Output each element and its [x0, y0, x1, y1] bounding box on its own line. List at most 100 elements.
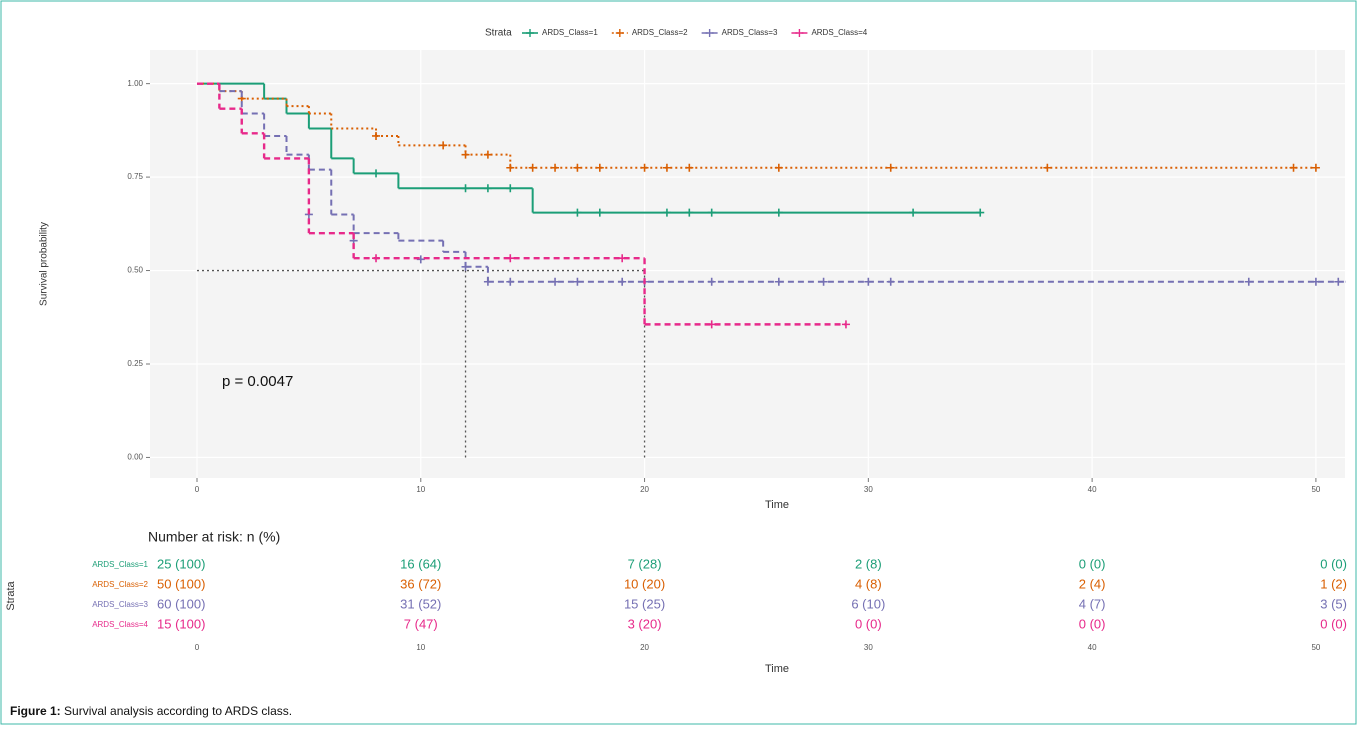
censor-mark [886, 277, 895, 286]
censor-mark [707, 208, 716, 217]
risk-cell: 15 (100) [157, 616, 205, 631]
censor-mark [483, 277, 492, 286]
censor-mark [551, 163, 560, 172]
censor-mark [573, 163, 582, 172]
risk-table-y-label: Strata [5, 580, 17, 610]
censor-mark [618, 277, 627, 286]
risk-cell: 60 (100) [157, 596, 205, 611]
risk-time-label: 10 [416, 643, 425, 652]
censor-mark [506, 277, 515, 286]
risk-time-label: 30 [864, 643, 873, 652]
risk-cell: 2 (4) [1079, 576, 1106, 591]
risk-cell: 0 (0) [1079, 556, 1106, 571]
x-tick-label: 0 [195, 485, 200, 494]
risk-cell: 50 (100) [157, 576, 205, 591]
x-tick-label: 20 [640, 485, 649, 494]
censor-mark [819, 277, 828, 286]
y-tick-label: 0.50 [127, 266, 143, 275]
risk-cell: 36 (72) [400, 576, 441, 591]
p-value: p = 0.0047 [222, 373, 293, 390]
legend-symbol [795, 29, 804, 37]
x-tick-label: 40 [1088, 485, 1097, 494]
censor-mark [909, 208, 918, 217]
censor-mark [551, 277, 560, 286]
risk-cell: 0 (0) [1320, 556, 1347, 571]
risk-time-label: 20 [640, 643, 649, 652]
censor-mark [461, 150, 470, 159]
risk-cell: 3 (20) [628, 616, 662, 631]
censor-mark [483, 150, 492, 159]
legend-label: ARDS_Class=2 [632, 28, 688, 37]
risk-cell: 16 (64) [400, 556, 441, 571]
censor-mark [841, 320, 850, 329]
censor-mark [774, 277, 783, 286]
censor-mark [461, 184, 470, 193]
censor-mark [573, 277, 582, 286]
censor-mark [1043, 163, 1052, 172]
censor-mark [483, 184, 492, 193]
censor-mark [662, 208, 671, 217]
x-tick-label: 30 [864, 485, 873, 494]
risk-cell: 7 (47) [404, 616, 438, 631]
risk-time-label: 0 [195, 643, 200, 652]
risk-cell: 3 (5) [1320, 596, 1347, 611]
censor-mark [685, 163, 694, 172]
caption: Figure 1: Survival analysis according to… [10, 704, 292, 718]
censor-mark [618, 254, 627, 263]
censor-mark [595, 163, 604, 172]
risk-table: 0 10 20 30 40 50 ARDS_Class=1 25 (100) 16 (64) 7 … [92, 556, 1347, 652]
legend: Strata ARDS_Class=1 ARDS_Class=2 ARDS_Class… [485, 28, 868, 39]
caption-text: Survival analysis according to ARDS clas… [64, 704, 292, 718]
curves [196, 82, 1345, 458]
risk-row-label: ARDS_Class=3 [92, 600, 148, 609]
legend-title: Strata [485, 28, 512, 39]
y-tick-label: 1.00 [127, 79, 143, 88]
risk-table-title: Number at risk: n (%) [148, 529, 280, 545]
x-tick-label: 10 [416, 485, 425, 494]
legend-label: ARDS_Class=3 [722, 28, 778, 37]
risk-row-label: ARDS_Class=2 [92, 580, 148, 589]
censor-mark [1334, 277, 1343, 286]
risk-time-label: 40 [1088, 643, 1097, 652]
risk-cell: 0 (0) [1320, 616, 1347, 631]
risk-cell: 25 (100) [157, 556, 205, 571]
legend-symbol [705, 29, 714, 37]
risk-table-x-label: Time [765, 663, 789, 675]
censor-mark [439, 141, 448, 150]
legend-label: ARDS_Class=1 [542, 28, 598, 37]
censor-mark [372, 169, 381, 178]
risk-time-label: 50 [1311, 643, 1320, 652]
censor-mark [595, 208, 604, 217]
censor-mark [1289, 163, 1298, 172]
censor-mark [461, 262, 470, 271]
risk-cell: 2 (8) [855, 556, 882, 571]
panel [150, 50, 1345, 478]
x-axis-label: Time [765, 499, 789, 511]
y-axis-label: Survival probability [39, 222, 50, 306]
censor-mark [707, 277, 716, 286]
censor-mark [640, 163, 649, 172]
risk-cell: 15 (25) [624, 596, 665, 611]
risk-cell: 4 (7) [1079, 596, 1106, 611]
censor-mark [662, 163, 671, 172]
censor-mark [774, 163, 783, 172]
risk-row-label: ARDS_Class=1 [92, 560, 148, 569]
censor-mark [1244, 277, 1253, 286]
y-tick-label: 0.25 [127, 359, 143, 368]
censor-mark [506, 163, 515, 172]
censor-mark [573, 208, 582, 217]
censor-mark [1311, 277, 1320, 286]
censor-mark [372, 131, 381, 140]
risk-cell: 10 (20) [624, 576, 665, 591]
censor-mark [528, 163, 537, 172]
grid: 0.00 0.25 0.50 0.75 1.00 0 10 20 30 40 50 [127, 50, 1345, 494]
censor-mark [685, 208, 694, 217]
y-tick-label: 0.00 [127, 453, 143, 462]
legend-symbol [615, 29, 624, 37]
risk-cell: 4 (8) [855, 576, 882, 591]
y-tick-label: 0.75 [127, 172, 143, 181]
risk-cell: 1 (2) [1320, 576, 1347, 591]
legend-symbol [526, 29, 534, 37]
